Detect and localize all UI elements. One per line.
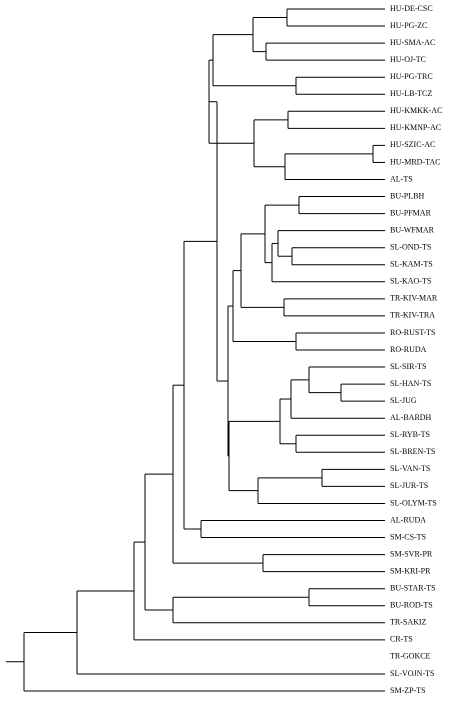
leaf-label: CR-TS	[390, 635, 413, 644]
leaf-label: HU-KMNP-AC	[390, 123, 441, 132]
leaf-label: HU-KMKK-AC	[390, 106, 442, 115]
dendrogram-branches	[6, 8, 385, 692]
leaf-label: TR-KIV-TRA	[390, 311, 435, 320]
leaf-label: BU-ROD-TS	[390, 601, 433, 610]
leaf-label: TR-KIV-MAR	[390, 294, 438, 303]
leaf-label: SL-OND-TS	[390, 243, 431, 252]
leaf-label: RO-RUDA	[390, 345, 427, 354]
leaf-label: SM-ZP-TS	[390, 686, 426, 695]
leaf-label: HU-DE-CSC	[390, 4, 433, 13]
leaf-label: SM-KRI-PR	[390, 566, 431, 575]
leaf-label: BU-WFMAR	[390, 225, 435, 234]
leaf-label: HU-LB-TCZ	[390, 89, 432, 98]
leaf-label: SL-VAN-TS	[390, 464, 430, 473]
leaf-label: SL-JUG	[390, 396, 417, 405]
leaf-label: SL-HAN-TS	[390, 379, 431, 388]
leaf-label: HU-MRD-TAC	[390, 157, 440, 166]
leaf-label: SM-CS-TS	[390, 532, 426, 541]
leaf-labels: HU-DE-CSC HU-PG-ZC HU-SMA-AC HU-OJ-TC HU-PG-…	[390, 4, 442, 695]
leaf-label: BU-PFMAR	[390, 208, 432, 217]
leaf-label: BU-STAR-TS	[390, 584, 436, 593]
leaf-label: AL-RUDA	[390, 515, 426, 524]
leaf-label: TR-GOKCE	[390, 652, 431, 661]
leaf-label: HU-OJ-TC	[390, 55, 426, 64]
leaf-label: SL-VOJN-TS	[390, 669, 434, 678]
leaf-label: HU-SZIC-AC	[390, 140, 435, 149]
leaf-label: TR-SAKIZ	[390, 618, 427, 627]
leaf-label: SL-KAO-TS	[390, 277, 431, 286]
leaf-label: SL-KAM-TS	[390, 260, 433, 269]
leaf-label: HU-PG-TRC	[390, 72, 433, 81]
leaf-label: SL-SIR-TS	[390, 362, 426, 371]
leaf-label: SL-OLYM-TS	[390, 498, 437, 507]
leaf-label: SM-SVR-PR	[390, 549, 433, 558]
leaf-label: AL-TS	[390, 174, 413, 183]
leaf-label: BU-PLBH	[390, 191, 424, 200]
leaf-label: HU-PG-ZC	[390, 21, 427, 30]
leaf-label: HU-SMA-AC	[390, 38, 435, 47]
leaf-label: SL-RYB-TS	[390, 430, 430, 439]
leaf-label: SL-BREN-TS	[390, 447, 435, 456]
leaf-label: SL-JUR-TS	[390, 481, 428, 490]
leaf-label: AL-BARDH	[390, 413, 432, 422]
leaf-label: RO-RUST-TS	[390, 328, 436, 337]
